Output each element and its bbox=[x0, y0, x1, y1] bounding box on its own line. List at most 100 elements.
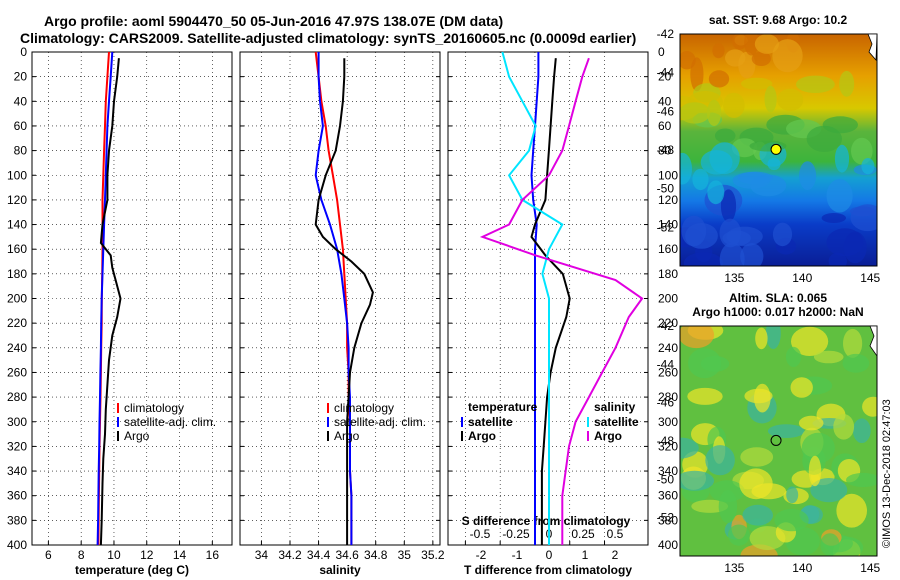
y-tick-label: 0 bbox=[20, 45, 27, 59]
figure-title-line1: Argo profile: aoml 5904470_50 05-Jun-201… bbox=[44, 13, 503, 29]
map-texture-patch bbox=[850, 204, 877, 232]
map-texture-patch bbox=[732, 34, 747, 50]
y-tick-label: 120 bbox=[658, 193, 678, 207]
y-tick-label: 20 bbox=[14, 70, 28, 84]
map-texture-patch bbox=[712, 43, 725, 59]
map-texture-patch bbox=[680, 470, 715, 491]
x-tick-label: 6 bbox=[45, 548, 52, 562]
figure-title-line2: Climatology: CARS2009. Satellite-adjuste… bbox=[20, 30, 636, 46]
map-texture-patch bbox=[742, 504, 773, 526]
y-tick-label: -42 bbox=[657, 319, 675, 333]
x-top-tick-label: 0.25 bbox=[571, 527, 595, 541]
x-tick-label: 8 bbox=[78, 548, 85, 562]
map-texture-patch bbox=[755, 327, 768, 350]
map-texture-patch bbox=[834, 144, 850, 173]
y-tick-label: 160 bbox=[658, 242, 678, 256]
y-tick-label: 140 bbox=[658, 218, 678, 232]
map-texture-patch bbox=[799, 161, 817, 191]
map-texture-patch bbox=[833, 414, 855, 440]
y-tick-label: 380 bbox=[658, 513, 678, 527]
map-texture-patch bbox=[754, 34, 780, 54]
y-tick-label: 220 bbox=[658, 316, 678, 330]
x-tick-label: 16 bbox=[206, 548, 220, 562]
legend-label: climatology bbox=[124, 401, 184, 415]
y-tick-label: 300 bbox=[7, 415, 27, 429]
x-tick-label: 2 bbox=[612, 548, 619, 562]
y-tick-label: 20 bbox=[658, 70, 672, 84]
y-tick-label: -52 bbox=[657, 220, 675, 234]
map-texture-patch bbox=[718, 489, 738, 524]
map-texture-patch bbox=[786, 486, 799, 504]
x-tick-label: 10 bbox=[107, 548, 121, 562]
x-axis-label: temperature (deg C) bbox=[75, 563, 189, 577]
panel-difference: 0204060801001201401601802002202402602803… bbox=[447, 45, 678, 577]
map-texture-patch bbox=[688, 348, 722, 379]
map-texture-patch bbox=[680, 152, 692, 185]
x-tick-label: 34.6 bbox=[335, 548, 359, 562]
y-tick-label: -48 bbox=[657, 434, 675, 448]
x-tick-label: 12 bbox=[140, 548, 154, 562]
sla-coastline bbox=[869, 325, 878, 358]
map-texture-patch bbox=[719, 242, 745, 266]
map-texture-patch bbox=[680, 437, 699, 459]
map-texture-patch bbox=[820, 533, 840, 556]
map-texture-patch bbox=[826, 179, 853, 213]
y-tick-label: 240 bbox=[658, 341, 678, 355]
x-tick-label: 34 bbox=[255, 548, 269, 562]
y-tick-label: -50 bbox=[657, 472, 675, 486]
map-texture-patch bbox=[708, 70, 730, 88]
legend-header-salinity: salinity bbox=[594, 400, 636, 414]
map-texture-patch bbox=[680, 51, 696, 70]
x-tick-label: 34.4 bbox=[307, 548, 331, 562]
y-tick-label: 320 bbox=[658, 439, 678, 453]
legend-label: Argo bbox=[594, 429, 622, 443]
map-texture-patch bbox=[687, 387, 723, 405]
map-texture-patch bbox=[774, 508, 809, 532]
x-tick-label: 35.2 bbox=[421, 548, 445, 562]
map-texture-patch bbox=[836, 493, 867, 528]
y-tick-label: 40 bbox=[658, 94, 672, 108]
map-texture-patch bbox=[709, 142, 740, 175]
y-tick-label: -44 bbox=[657, 66, 675, 80]
y-tick-label: -46 bbox=[657, 396, 675, 410]
y-tick-label: 300 bbox=[658, 415, 678, 429]
y-tick-label: 200 bbox=[7, 292, 27, 306]
map-texture-patch bbox=[707, 180, 725, 205]
y-tick-label: 340 bbox=[7, 464, 27, 478]
y-tick-label: 200 bbox=[658, 292, 678, 306]
series-line-s-satellite bbox=[501, 51, 564, 545]
x-tick-label: 140 bbox=[792, 561, 812, 575]
y-tick-label: 100 bbox=[7, 168, 27, 182]
map-texture-patch bbox=[720, 189, 737, 223]
map-texture-patch bbox=[728, 524, 750, 546]
map-texture-patch bbox=[852, 418, 871, 444]
series-line-argo bbox=[314, 58, 374, 545]
x-tick-label: 140 bbox=[792, 271, 812, 285]
map-texture-patch bbox=[751, 51, 771, 66]
x-tick-label: 1 bbox=[582, 548, 589, 562]
x-top-tick-label: -0.5 bbox=[470, 527, 491, 541]
y-tick-label: 180 bbox=[658, 267, 678, 281]
map-texture-patch bbox=[790, 377, 813, 398]
x-axis-label: salinity bbox=[319, 563, 361, 577]
x-top-tick-label: -0.25 bbox=[502, 527, 530, 541]
map-texture-patch bbox=[846, 472, 877, 488]
map-texture-patch bbox=[680, 102, 711, 124]
series-line-argo bbox=[99, 58, 122, 546]
y-tick-label: 380 bbox=[7, 513, 27, 527]
map-texture-patch bbox=[738, 51, 756, 79]
sla-map-subtitle: Argo h1000: 0.017 h2000: NaN bbox=[692, 305, 863, 319]
imos-watermark: ©IMOS 13-Dec-2018 02:47:03 bbox=[881, 399, 893, 548]
y-tick-label: 140 bbox=[7, 218, 27, 232]
sst-map-frame bbox=[679, 33, 878, 267]
map-texture-patch bbox=[796, 75, 835, 94]
y-tick-label: 120 bbox=[7, 193, 27, 207]
x-tick-label: 0 bbox=[546, 548, 553, 562]
map-texture-patch bbox=[767, 424, 805, 438]
sla-argo-marker bbox=[770, 434, 782, 446]
map-texture-patch bbox=[821, 213, 846, 223]
map-texture-patch bbox=[772, 39, 803, 73]
x-tick-label: 135 bbox=[724, 561, 744, 575]
y-tick-label: 260 bbox=[7, 365, 27, 379]
